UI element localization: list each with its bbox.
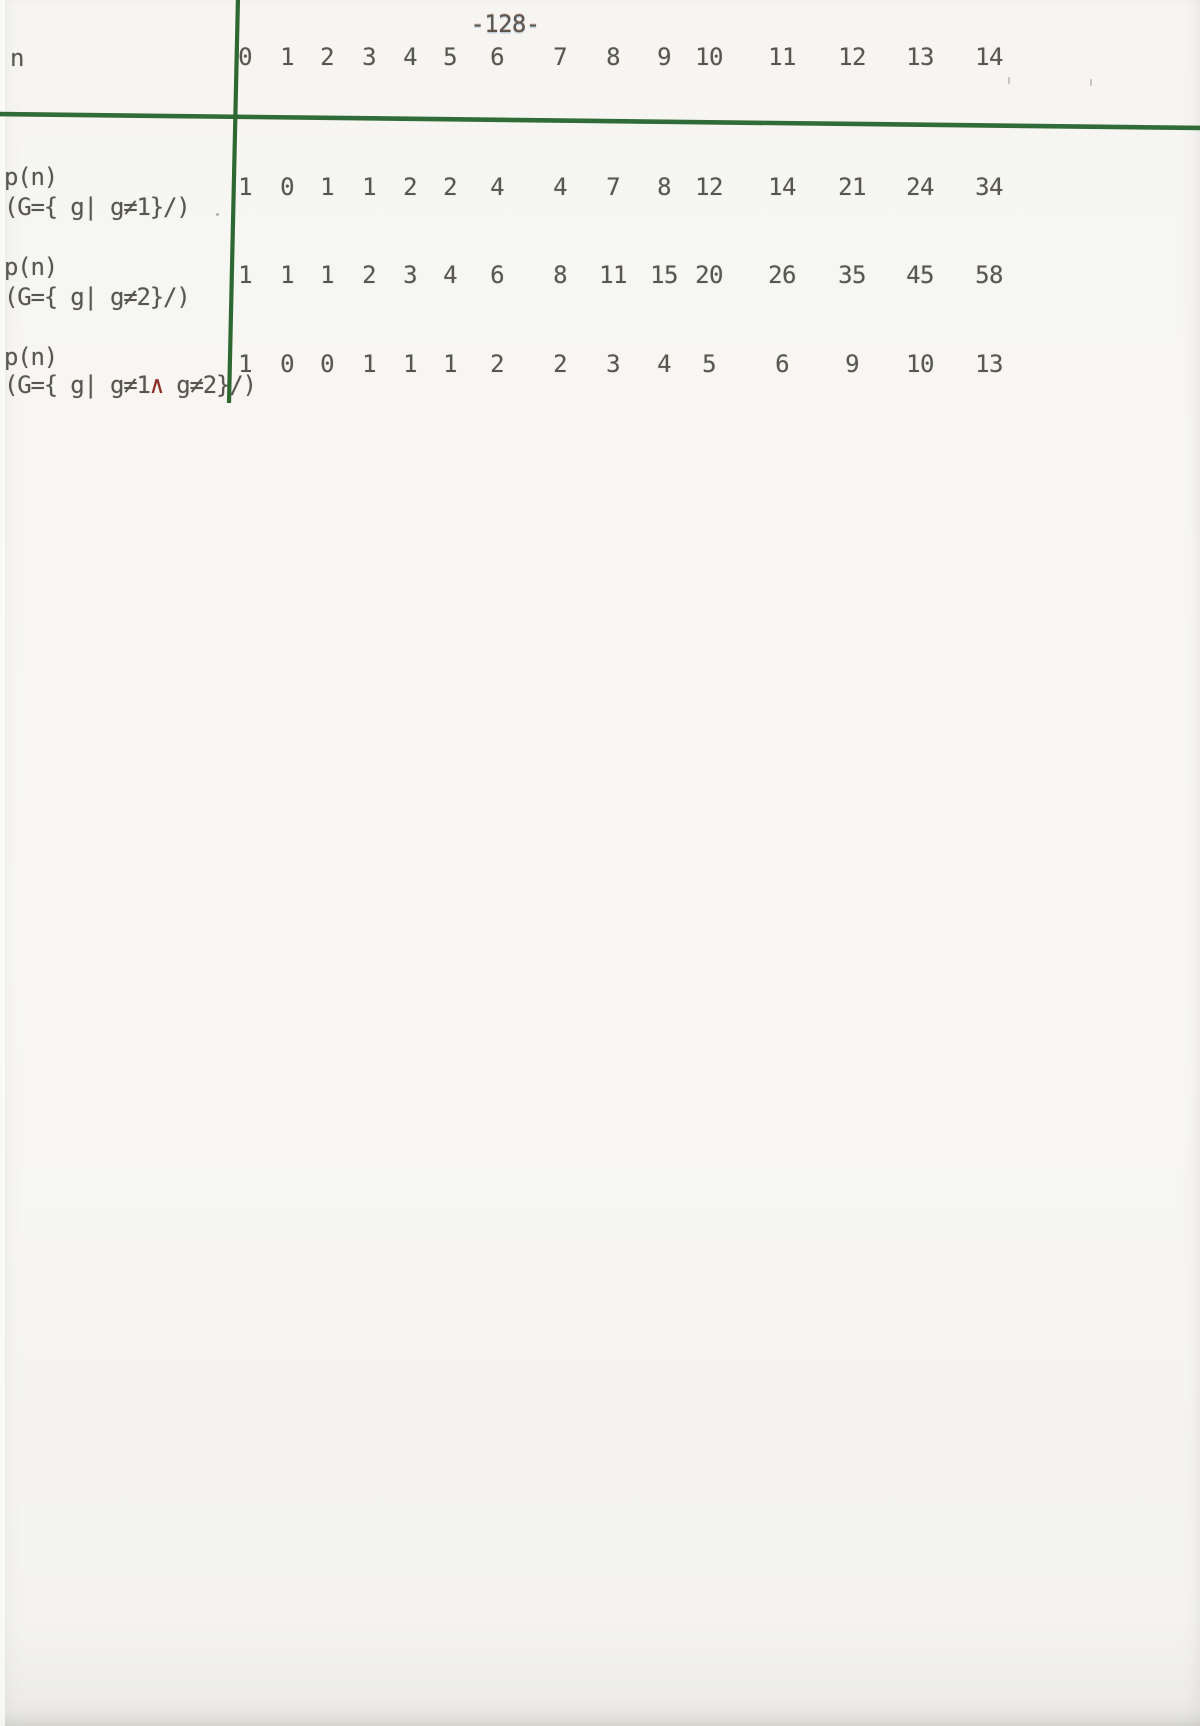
page-number: -128- [470,10,540,38]
table-cell: 4 [657,350,671,378]
table-cell: 1 [443,350,457,378]
table-cell: 2 [403,173,417,201]
row1-label-line2: (G={ g| g≠1}/) [4,193,191,221]
column-header: 12 [838,43,866,71]
table-cell: 8 [553,261,567,289]
table-corner-label: n [10,44,24,72]
table-cell: 1 [403,350,417,378]
table-cell: 3 [606,350,620,378]
table-cell: 15 [650,261,678,289]
row2-label-line2: (G={ g| g≠2}/) [4,283,191,311]
table-cell: 4 [443,261,457,289]
column-header: 10 [695,43,723,71]
column-header: 14 [975,43,1003,71]
scan-speck [1008,77,1010,84]
row3-label-suffix: g≠2}/) [163,371,257,399]
table-cell: 1 [362,173,376,201]
scan-dot [216,213,219,216]
table-cell: 58 [975,261,1003,289]
table-cell: 7 [606,173,620,201]
table-cell: 20 [695,261,723,289]
table-horizontal-rule [0,111,1200,131]
table-cell: 0 [320,350,334,378]
table-cell: 13 [975,350,1003,378]
column-header: 13 [906,43,934,71]
column-header: 0 [238,43,252,71]
table-cell: 34 [975,173,1003,201]
column-header: 3 [362,43,376,71]
table-cell: 45 [906,261,934,289]
table-cell: 1 [320,173,334,201]
column-header: 6 [490,43,504,71]
logical-and-symbol: ∧ [149,371,164,399]
table-cell: 24 [906,173,934,201]
table-cell: 2 [490,350,504,378]
table-cell: 14 [768,173,796,201]
table-cell: 9 [845,350,859,378]
table-cell: 6 [775,350,789,378]
table-cell: 5 [702,350,716,378]
column-header: 9 [657,43,671,71]
table-cell: 2 [362,261,376,289]
table-cell: 10 [906,350,934,378]
row3-label-line2: (G={ g| g≠1∧ g≠2}/) [4,371,257,399]
column-header: 8 [606,43,620,71]
row3-label-prefix: (G={ g| g≠1 [4,371,151,399]
table-cell: 4 [490,173,504,201]
table-cell: 1 [238,261,252,289]
table-cell: 1 [238,173,252,201]
table-cell: 4 [553,173,567,201]
table-cell: 0 [280,350,294,378]
table-cell: 2 [443,173,457,201]
table-vertical-rule [226,0,241,404]
table-cell: 26 [768,261,796,289]
table-cell: 8 [657,173,671,201]
table-cell: 12 [695,173,723,201]
row3-label-line1: p(n) [4,343,58,371]
table-cell: 11 [599,261,627,289]
table-cell: 35 [838,261,866,289]
column-header: 4 [403,43,417,71]
table-cell: 3 [403,261,417,289]
column-header: 1 [280,43,294,71]
table-cell: 1 [280,261,294,289]
column-header: 2 [320,43,334,71]
table-cell: 6 [490,261,504,289]
row1-label-line1: p(n) [4,163,58,191]
scan-speck [1090,79,1092,86]
table-cell: 1 [238,350,252,378]
column-header: 7 [553,43,567,71]
column-header: 11 [768,43,796,71]
scan-edge [0,0,5,1726]
column-header: 5 [443,43,457,71]
table-cell: 1 [320,261,334,289]
table-cell: 21 [838,173,866,201]
row2-label-line1: p(n) [4,253,58,281]
table-cell: 1 [362,350,376,378]
table-cell: 0 [280,173,294,201]
table-cell: 2 [553,350,567,378]
